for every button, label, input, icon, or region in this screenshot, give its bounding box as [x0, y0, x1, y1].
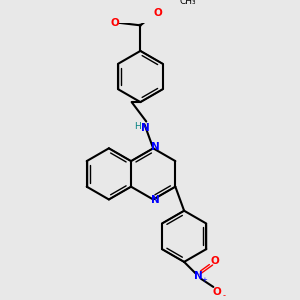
- Text: N: N: [194, 271, 203, 281]
- Text: N: N: [151, 142, 159, 152]
- Text: CH₃: CH₃: [179, 0, 196, 5]
- Text: -: -: [223, 291, 226, 300]
- Text: N: N: [151, 195, 159, 206]
- Text: O: O: [111, 18, 119, 28]
- Text: O: O: [211, 256, 220, 266]
- Text: N: N: [141, 123, 150, 133]
- Text: H: H: [134, 122, 140, 131]
- Text: O: O: [213, 286, 221, 296]
- Text: O: O: [154, 8, 163, 17]
- Text: +: +: [202, 277, 208, 283]
